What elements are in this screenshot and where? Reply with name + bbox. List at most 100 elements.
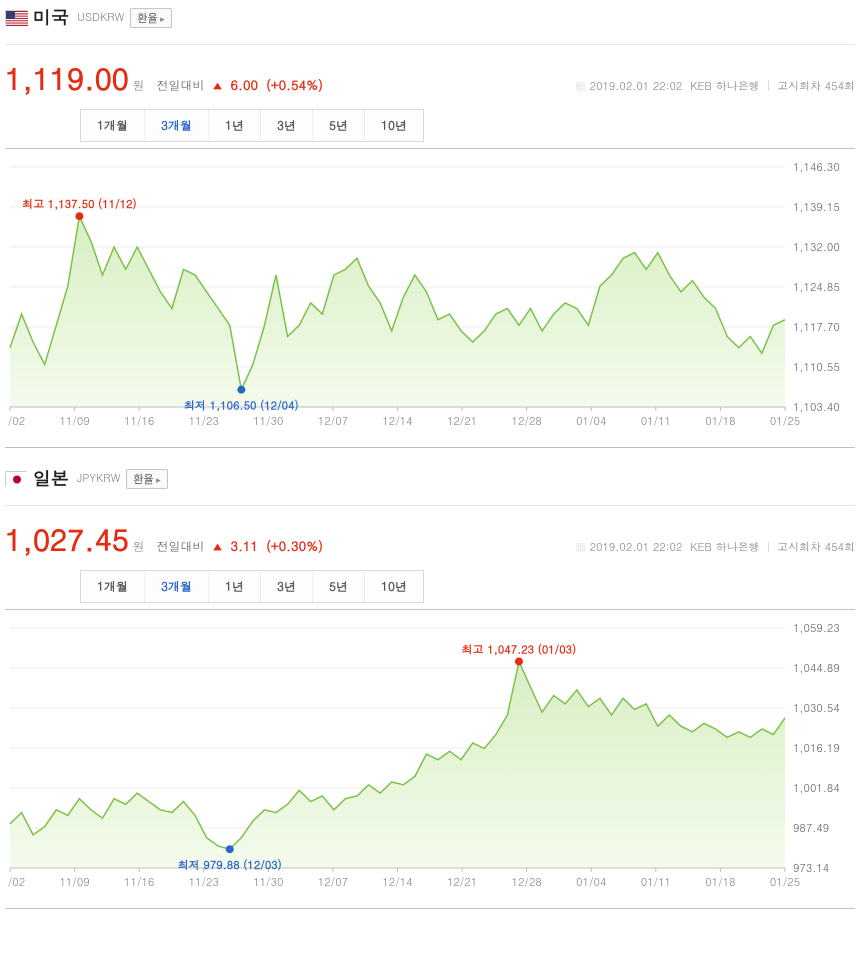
quote-row: 1,027.45원 전일대비 ▲ 3.11 (+0.30%) ▦ 2019.02.01 22… [5,518,855,560]
period-tab[interactable]: 10년 [365,571,423,602]
y-axis-label: 1,117.70 [793,320,840,335]
currency-header: 미국 USDKRW 환율 [5,5,855,30]
divider [5,44,855,45]
period-tab[interactable]: 5년 [313,571,365,602]
y-axis-label: 1,110.55 [793,360,840,375]
currency-pair: USDKRW [77,10,124,25]
period-tab[interactable]: 3개월 [145,110,209,141]
period-tabs: 1개월3개월1년3년5년10년 [80,109,424,142]
change-arrow-icon: ▲ [212,540,222,555]
x-axis-label: 01/11 [641,414,671,429]
currency-header: 일본 JPYKRW 환율 [5,466,855,491]
change-arrow-icon: ▲ [212,79,222,94]
x-axis-label: 12/21 [447,414,477,429]
prev-day-label: 전일대비 [156,538,204,555]
x-axis-label: 11/30 [253,414,283,429]
period-tab[interactable]: 3년 [261,571,313,602]
divider [5,505,855,506]
low-marker [237,386,245,394]
period-tab[interactable]: 1년 [209,571,261,602]
x-axis-label: 12/28 [512,875,542,890]
quote-timestamp: 2019.02.01 22:02 [590,540,683,555]
chart-container: 1,146.301,139.151,132.001,124.851,117.70… [5,148,855,448]
quote-round: 고시회차 454회 [777,540,855,555]
meta-icon: ▦ [576,79,586,93]
rate-button[interactable]: 환율 [130,8,171,28]
rate-button[interactable]: 환율 [126,469,167,489]
x-axis-label: 12/07 [318,875,348,890]
x-axis-label: 01/25 [770,875,800,890]
period-tab[interactable]: 1년 [209,110,261,141]
high-label: 최고 1,137.50 (11/12) [22,197,137,212]
chart-area [10,662,785,869]
y-axis-label: 1,044.89 [793,661,840,676]
x-axis-label: 11/23 [189,875,219,890]
x-axis-label: 12/28 [512,414,542,429]
flag-icon [5,10,27,25]
quote-round: 고시회차 454회 [777,79,855,94]
currency-block: 미국 USDKRW 환율 1,119.00원 전일대비 ▲ 6.00 (+0.54%) ▦ 201… [5,5,855,448]
high-label: 최고 1,047.23 (01/03) [462,642,577,657]
x-axis-label: 12/07 [318,414,348,429]
period-tabs: 1개월3개월1년3년5년10년 [80,570,424,603]
y-axis-label: 1,139.15 [793,200,840,215]
period-tab[interactable]: 3개월 [145,571,209,602]
x-axis-label: 11/16 [124,414,154,429]
period-tab[interactable]: 3년 [261,110,313,141]
y-axis-label: 1,059.23 [793,621,840,636]
y-axis-label: 1,016.19 [793,741,840,756]
country-name: 미국 [33,5,69,30]
meta-icon: ▦ [576,540,586,554]
high-marker [515,657,523,665]
change-value: 3.11 [231,536,259,555]
y-axis-label: 987.49 [793,821,829,836]
x-axis-label: 12/21 [447,875,477,890]
x-axis-label: 01/04 [576,414,606,429]
x-axis-label: 12/14 [382,414,412,429]
quote-bank: KEB 하나은행 [690,79,759,94]
x-axis-label: 01/25 [770,414,800,429]
x-axis-label: 01/18 [705,414,735,429]
x-axis-label: 11/23 [189,414,219,429]
price: 1,119.00 [5,57,128,99]
x-axis-label: 11/30 [253,875,283,890]
x-axis-label: 11/02 [5,875,25,890]
flag-icon [5,471,27,486]
quote-timestamp: 2019.02.01 22:02 [590,79,683,94]
quote-row: 1,119.00원 전일대비 ▲ 6.00 (+0.54%) ▦ 2019.02.01 22… [5,57,855,99]
chart-area [10,216,785,407]
x-axis-label: 01/04 [576,875,606,890]
currency-block: 일본 JPYKRW 환율 1,027.45원 전일대비 ▲ 3.11 (+0.30%) ▦ 201… [5,466,855,909]
quote-bank: KEB 하나은행 [690,540,759,555]
y-axis-label: 1,030.54 [793,701,840,716]
x-axis-label: 11/16 [124,875,154,890]
change-percent: (+0.54%) [266,75,323,94]
country-name: 일본 [33,466,69,491]
x-axis-label: 11/02 [5,414,25,429]
period-tab[interactable]: 1개월 [81,571,145,602]
price-unit: 원 [132,77,144,94]
low-marker [226,845,234,853]
low-label: 최저 1,106.50 (12/04) [184,399,299,414]
change-value: 6.00 [231,75,259,94]
low-label: 최저 979.88 (12/03) [178,858,282,873]
x-axis-label: 12/14 [382,875,412,890]
x-axis-label: 01/18 [705,875,735,890]
period-tab[interactable]: 5년 [313,110,365,141]
y-axis-label: 973.14 [793,861,829,876]
price-unit: 원 [132,538,144,555]
x-axis-label: 01/11 [641,875,671,890]
y-axis-label: 1,103.40 [793,400,840,415]
y-axis-label: 1,146.30 [793,160,840,175]
x-axis-label: 11/09 [59,875,89,890]
period-tab[interactable]: 10년 [365,110,423,141]
period-tab[interactable]: 1개월 [81,110,145,141]
currency-pair: JPYKRW [77,471,120,486]
prev-day-label: 전일대비 [156,77,204,94]
price: 1,027.45 [5,518,128,560]
quote-meta: ▦2019.02.01 22:02KEB 하나은행|고시회차 454회 [576,540,855,555]
quote-meta: ▦2019.02.01 22:02KEB 하나은행|고시회차 454회 [576,79,855,94]
y-axis-label: 1,132.00 [793,240,840,255]
change-percent: (+0.30%) [266,536,323,555]
y-axis-label: 1,001.84 [793,781,840,796]
